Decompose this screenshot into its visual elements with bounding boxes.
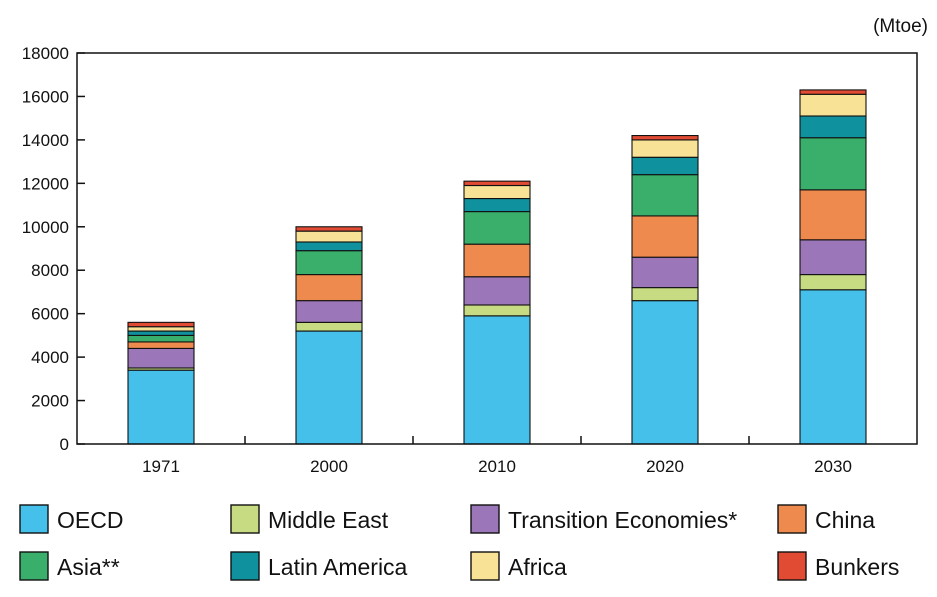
- legend-label: OECD: [57, 507, 123, 533]
- bar-segment: [631, 134, 699, 141]
- bar-segment: [799, 93, 867, 117]
- bar-segment: [295, 250, 363, 276]
- bar-segment: [127, 341, 195, 349]
- y-tick-label: 14000: [22, 131, 69, 150]
- legend-item: Africa: [470, 551, 567, 581]
- legend-label: Latin America: [268, 554, 408, 580]
- legend-swatch: [777, 504, 807, 534]
- legend-swatch: [19, 551, 49, 581]
- legend-swatch: [470, 504, 500, 534]
- legend-item: Transition Economies*: [470, 504, 737, 534]
- legend-swatch: [19, 504, 49, 534]
- bar-segment: [631, 256, 699, 289]
- bar-segment: [799, 274, 867, 291]
- bar-segment: [295, 274, 363, 302]
- bar-segment: [127, 334, 195, 343]
- legend-label: China: [815, 507, 875, 533]
- bar-segment: [799, 189, 867, 241]
- bar-segment: [463, 211, 531, 245]
- y-tick-label: 8000: [31, 261, 69, 280]
- bar-segment: [463, 243, 531, 278]
- legend-item: OECD: [19, 504, 123, 534]
- bar-segment: [631, 156, 699, 176]
- bar-segment: [463, 315, 531, 445]
- bar-segment: [295, 226, 363, 232]
- y-tick-label: 6000: [31, 305, 69, 324]
- x-tick-label: 2010: [478, 457, 516, 476]
- legend-item: China: [777, 504, 875, 534]
- bar-segment: [631, 215, 699, 258]
- bar-segment: [295, 230, 363, 243]
- bar-segment: [799, 115, 867, 139]
- bars: [127, 89, 867, 445]
- y-axis: 0 2000 4000 6000 8000 10000 12000 14000 16000 180…: [22, 44, 85, 454]
- bar-segment: [631, 287, 699, 302]
- bar-segment: [127, 369, 195, 445]
- x-axis: 1971 2000 2010 2020 2030: [142, 436, 852, 476]
- legend-item: Bunkers: [777, 551, 899, 581]
- bar-segment: [799, 137, 867, 191]
- y-tick-label: 0: [60, 435, 69, 454]
- y-tick-label: 4000: [31, 348, 69, 367]
- y-tick-label: 2000: [31, 392, 69, 411]
- legend-swatch: [230, 504, 260, 534]
- x-tick-label: 2020: [646, 457, 684, 476]
- bar-segment: [295, 300, 363, 323]
- bar-stack-2020: [631, 134, 699, 445]
- bar-segment: [127, 347, 195, 369]
- x-tick-label: 1971: [142, 457, 180, 476]
- bar-segment: [799, 89, 867, 95]
- bar-segment: [127, 321, 195, 328]
- legend-swatch: [470, 551, 500, 581]
- bar-segment: [127, 330, 195, 336]
- y-tick-label: 12000: [22, 174, 69, 193]
- bar-segment: [631, 300, 699, 445]
- bar-segment: [799, 289, 867, 445]
- bar-segment: [463, 197, 531, 213]
- y-tick-label: 10000: [22, 218, 69, 237]
- y-tick-label: 16000: [22, 87, 69, 106]
- legend-label: Middle East: [268, 507, 389, 533]
- bar-segment: [799, 239, 867, 276]
- x-tick-label: 2030: [814, 457, 852, 476]
- bar-stack-1971: [127, 321, 195, 445]
- legend-item: Asia**: [19, 551, 120, 581]
- bar-segment: [463, 304, 531, 317]
- legend: OECD Middle East Transition Economies* Chin…: [19, 504, 899, 581]
- legend-item: Latin America: [230, 551, 408, 581]
- x-tick-label: 2000: [310, 457, 348, 476]
- bar-segment: [127, 326, 195, 332]
- unit-label: (Mtoe): [873, 16, 928, 37]
- legend-swatch: [230, 551, 260, 581]
- y-tick-label: 18000: [22, 44, 69, 63]
- legend-label: Bunkers: [815, 554, 899, 580]
- legend-label: Africa: [508, 554, 567, 580]
- bar-segment: [295, 330, 363, 445]
- bar-stack-2000: [295, 226, 363, 445]
- bar-segment: [631, 139, 699, 158]
- legend-swatch: [777, 551, 807, 581]
- bar-segment: [631, 174, 699, 217]
- bar-stack-2030: [799, 89, 867, 445]
- bar-segment: [463, 180, 531, 187]
- bar-segment: [295, 321, 363, 332]
- plot-frame: [76, 52, 918, 445]
- bar-segment: [295, 241, 363, 252]
- legend-label: Asia**: [57, 554, 120, 580]
- bar-segment: [463, 184, 531, 200]
- bar-stack-2010: [463, 180, 531, 445]
- bar-segment: [463, 276, 531, 306]
- legend-item: Middle East: [230, 504, 389, 534]
- legend-label: Transition Economies*: [508, 507, 737, 533]
